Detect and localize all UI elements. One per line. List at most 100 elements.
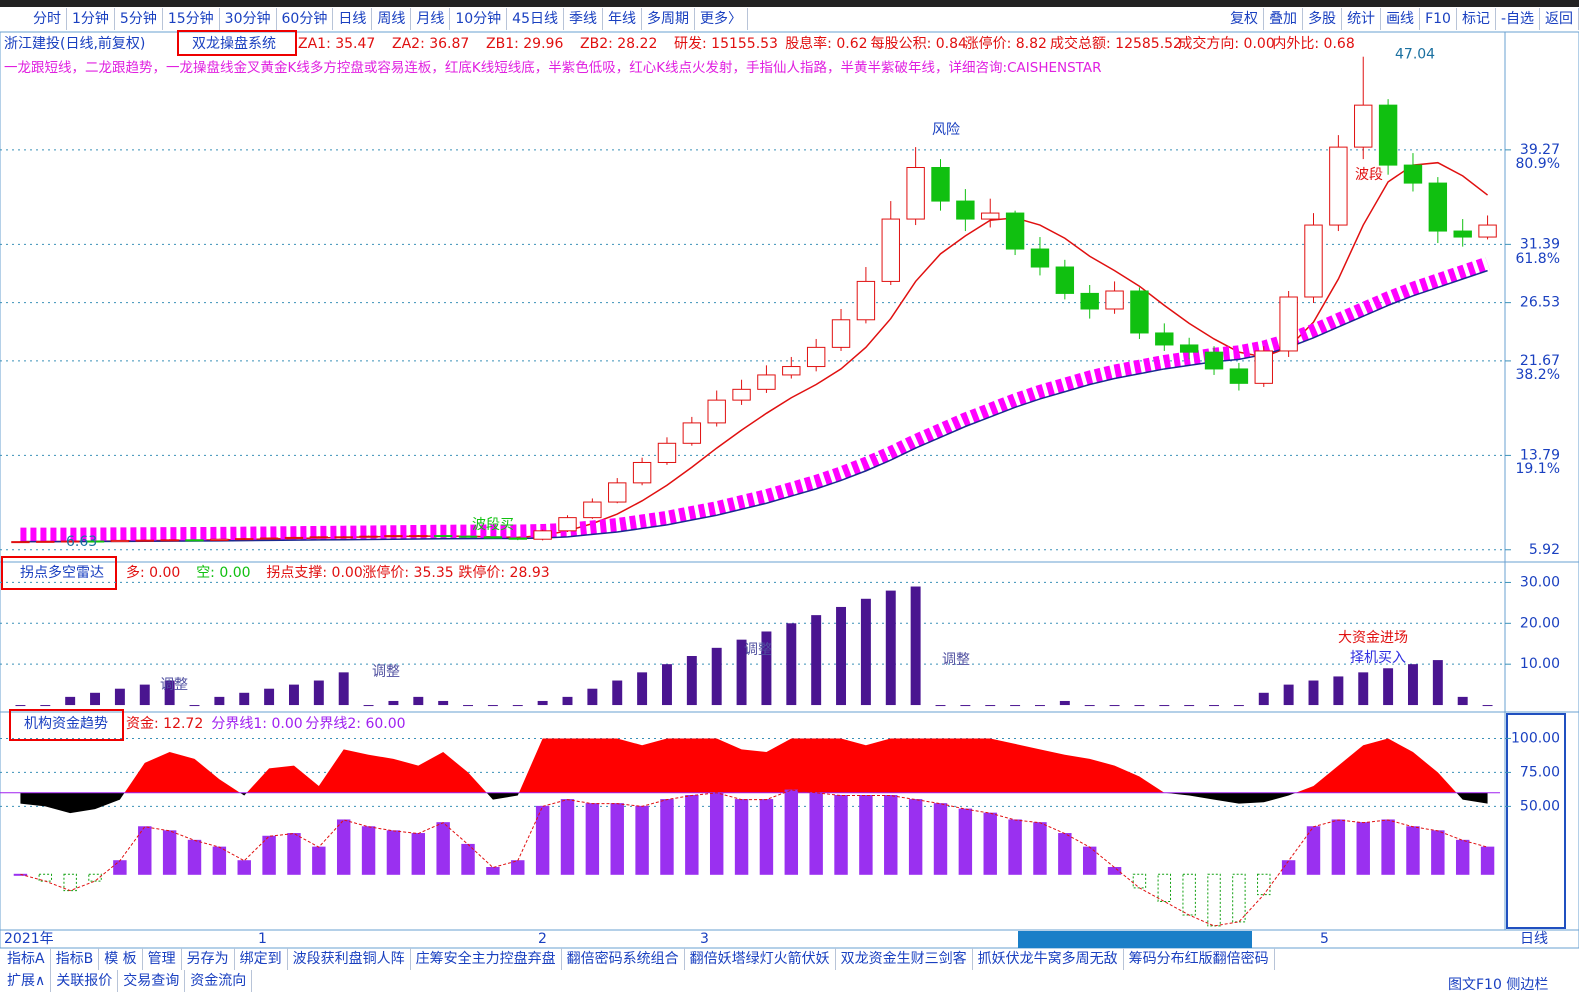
y-tick-label: 39.27 — [1520, 142, 1560, 158]
time-label: 2 — [538, 931, 547, 947]
bar — [1010, 705, 1021, 707]
candle-body — [1155, 332, 1174, 346]
indicator-tab[interactable]: 波段获利盘铜人阵 — [288, 948, 411, 970]
period-button[interactable]: 多周期 — [642, 8, 695, 30]
candle-body — [1428, 182, 1448, 232]
candle-body — [831, 319, 851, 348]
fund-bar — [187, 839, 202, 875]
fund-bar — [113, 860, 127, 875]
fund-bar — [162, 830, 177, 875]
candle-body — [558, 517, 577, 532]
period-button[interactable]: 年线 — [603, 8, 642, 30]
bar — [637, 672, 648, 706]
stock-name: 浙江建投(日线,前复权) — [4, 35, 145, 52]
candle-body — [384, 535, 403, 538]
period-button[interactable]: 分时 — [28, 8, 67, 30]
period-button[interactable]: 周线 — [372, 8, 412, 30]
bottom-button[interactable]: 资金流向 — [185, 970, 253, 992]
y-tick-label: 20.00 — [1520, 615, 1560, 631]
candle-body — [583, 501, 602, 519]
bar — [40, 705, 51, 707]
period-button[interactable]: 季线 — [564, 8, 603, 30]
tool-button[interactable]: 画线 — [1381, 8, 1421, 30]
period-button[interactable]: 30分钟 — [220, 8, 277, 30]
fund-bar — [1157, 873, 1172, 902]
y-tick-label: 13.79 — [1520, 447, 1560, 463]
fund-bar — [660, 799, 674, 875]
period-button[interactable]: 10分钟 — [450, 8, 508, 30]
fund-bar — [958, 808, 973, 875]
bar — [661, 664, 672, 706]
candle-body — [906, 166, 925, 220]
fund-bar — [212, 846, 227, 875]
indicator-tab[interactable]: 抓妖伏龙牛窝多周无敌 — [973, 948, 1124, 970]
bar — [1457, 696, 1468, 706]
tool-button[interactable]: 复权 — [1225, 8, 1265, 30]
fund-bar — [635, 805, 649, 875]
panel-item: 分界线2: 60.00 — [305, 716, 405, 732]
candle-body — [981, 212, 1000, 220]
bottom-button[interactable]: 关联报价 — [51, 970, 119, 992]
trend-line — [20, 269, 1488, 543]
tool-button[interactable]: 统计 — [1342, 8, 1382, 30]
time-label: 3 — [700, 931, 709, 947]
panel-item: 资金: 12.72 — [126, 716, 203, 732]
tool-button[interactable]: 多股 — [1303, 8, 1343, 30]
period-button[interactable]: 日线 — [333, 8, 373, 30]
indicator-tab[interactable]: 指标A — [2, 948, 51, 970]
pct-label: 38.2% — [1516, 367, 1560, 383]
indicator-tab[interactable]: 翻倍密码系统组合 — [562, 948, 685, 970]
panel-item: 分界线1: 0.00 — [211, 716, 302, 732]
bar — [761, 631, 772, 706]
tool-button[interactable]: 标记 — [1457, 8, 1496, 30]
candle-body — [1254, 350, 1273, 384]
panel-item: 拐点支撑: 0.00 — [266, 565, 362, 581]
fund-bar — [336, 819, 351, 875]
fund-bar — [138, 826, 152, 875]
trend-band — [20, 256, 1490, 542]
side-panel: 图文F10 侧边栏 — [1448, 977, 1548, 993]
period-button[interactable]: 15分钟 — [163, 8, 220, 30]
candle-body — [1130, 290, 1149, 334]
period-button[interactable]: 5分钟 — [115, 8, 163, 30]
bottom-button[interactable]: 交易查询 — [118, 970, 186, 992]
indicator-tab[interactable]: 绑定到 — [235, 948, 288, 970]
fund-bar — [237, 860, 251, 875]
indicator-tab[interactable]: 另存为 — [182, 948, 235, 970]
annotation: 波段 — [1355, 167, 1383, 183]
bar — [587, 688, 598, 706]
period-button[interactable]: 45日线 — [507, 8, 564, 30]
bar — [885, 590, 896, 706]
period-button[interactable]: 更多〉 — [695, 8, 748, 30]
fund-bar — [859, 795, 873, 875]
fund-bar — [1182, 873, 1196, 916]
candle-body — [1329, 146, 1348, 226]
panel-item: 空: 0.00 — [196, 565, 250, 581]
fund-bar — [1406, 826, 1420, 875]
indicator-tab[interactable]: 管理 — [143, 948, 182, 970]
bar — [487, 705, 498, 707]
bar — [1034, 705, 1045, 707]
tool-button[interactable]: 叠加 — [1264, 8, 1304, 30]
indicator-tab[interactable]: 庄筹安全主力控盘弃盘 — [411, 948, 562, 970]
tool-button[interactable]: -自选 — [1496, 8, 1540, 30]
fund-bar — [1306, 826, 1321, 875]
period-button[interactable]: 60分钟 — [277, 8, 334, 30]
bottom-button[interactable]: 扩展∧ — [2, 970, 52, 992]
y-tick-label: 21.67 — [1520, 353, 1560, 369]
period-button[interactable]: 1分钟 — [67, 8, 115, 30]
indicator-tab[interactable]: 模 板 — [99, 948, 143, 970]
indicator-tab[interactable]: 双龙资金生财三剑客 — [836, 948, 973, 970]
time-label: 2021年 — [4, 931, 54, 947]
candle-body — [806, 346, 826, 368]
indicator-tab[interactable]: 筹码分布红版翻倍密码 — [1124, 948, 1275, 970]
period: 日线 — [1520, 931, 1548, 947]
tool-button[interactable]: F10 — [1420, 8, 1457, 30]
indicator-tab[interactable]: 指标B — [51, 948, 100, 970]
fund-bar — [1381, 819, 1395, 875]
indicator-tab[interactable]: 翻倍妖塔绿灯火箭伏妖 — [685, 948, 836, 970]
candle-body — [1403, 164, 1423, 184]
candle-body — [533, 530, 552, 540]
period-button[interactable]: 月线 — [411, 8, 451, 30]
header-item: 成交总额: 12585.52 — [1050, 35, 1182, 52]
